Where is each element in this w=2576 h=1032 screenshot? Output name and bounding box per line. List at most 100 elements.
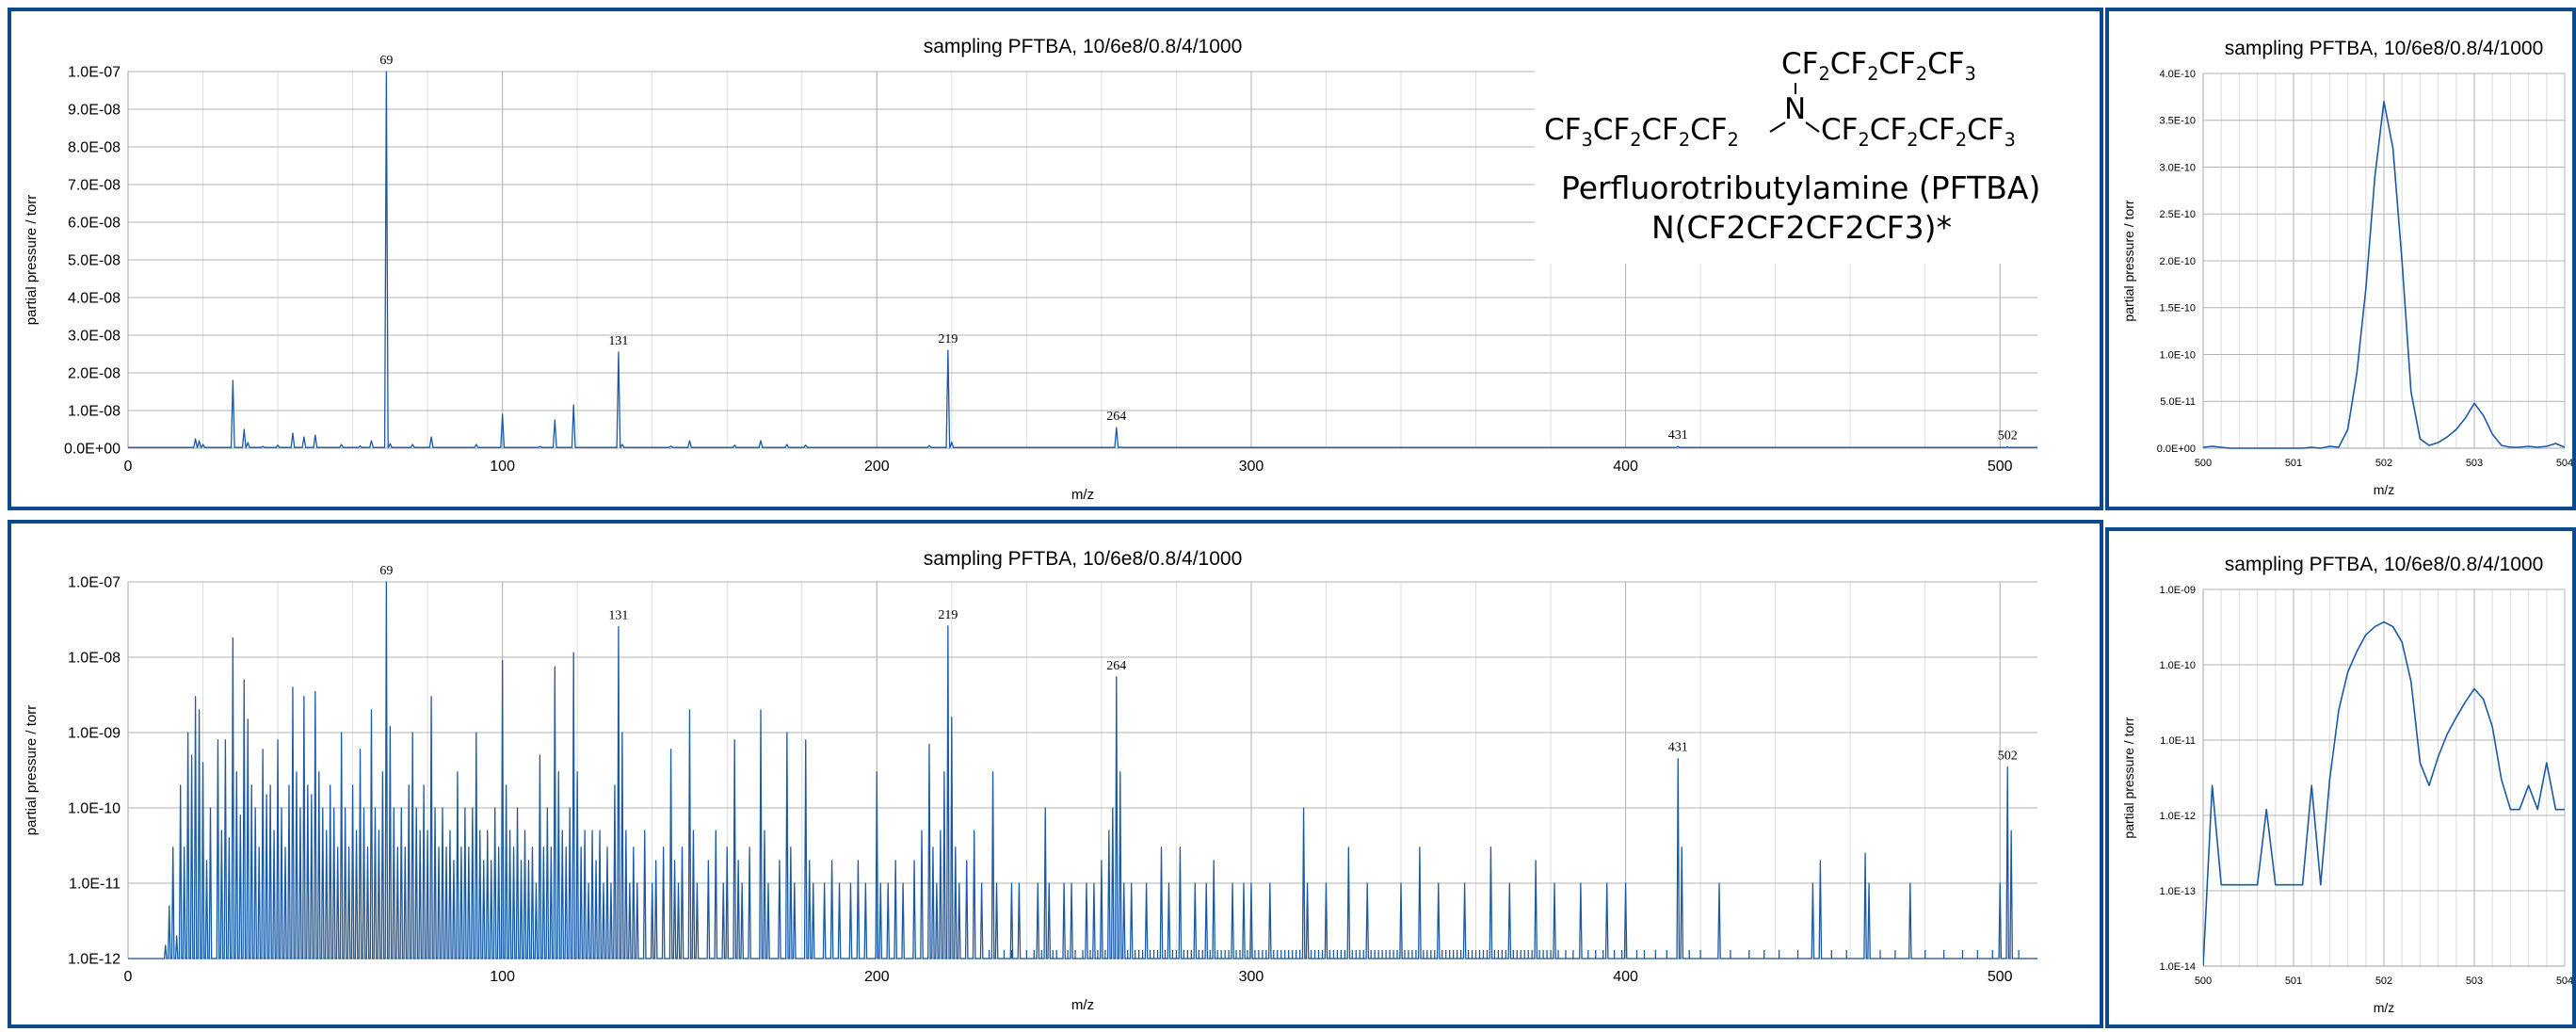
- y-tick-label: 4.0E-08: [68, 291, 121, 307]
- y-tick-label: 4.0E-10: [2159, 69, 2196, 80]
- y-tick-label: 1.0E-10: [2159, 349, 2196, 361]
- chart-panel-zoom-log: sampling PFTBA, 10/6e8/0.8/4/1000 500 501 5…: [2105, 527, 2576, 1028]
- chart-panel-full-log: sampling PFTBA, 10/6e8/0.8/4/1000 0 100 200…: [8, 520, 2103, 1028]
- x-tick-label: 502: [2375, 976, 2392, 987]
- chart-panel-zoom-linear: sampling PFTBA, 10/6e8/0.8/4/1000 500 501 5…: [2105, 8, 2576, 510]
- y-tick-label: 1.0E-07: [68, 575, 121, 591]
- chart-zoom-log: sampling PFTBA, 10/6e8/0.8/4/1000 500 501 5…: [2121, 554, 2572, 1015]
- chart-panel-full-linear: sampling PFTBA, 10/6e8/0.8/4/1000 0 100 200…: [8, 8, 2103, 510]
- y-tick-label: 1.0E-07: [68, 65, 121, 81]
- y-axis-label: partial pressure / torr: [2121, 717, 2136, 838]
- x-tick-label: 504: [2556, 458, 2572, 469]
- y-axis-label: partial pressure / torr: [2121, 200, 2136, 321]
- y-tick-label: 2.0E-08: [68, 366, 121, 382]
- peak-label: 502: [1998, 749, 2018, 763]
- x-tick-label: 500: [1988, 459, 2013, 475]
- peak-label: 131: [608, 608, 628, 622]
- x-tick-label: 100: [490, 969, 515, 985]
- y-tick-label: 2.0E-10: [2159, 256, 2196, 267]
- x-tick-label: 200: [864, 969, 890, 985]
- y-tick-label: 3.0E-10: [2159, 162, 2196, 173]
- x-tick-label: 400: [1613, 459, 1638, 475]
- x-tick-label: 503: [2466, 976, 2483, 987]
- series-line: [128, 71, 2037, 448]
- y-tick-label: 0.0E+00: [2157, 443, 2196, 455]
- chart-title: sampling PFTBA, 10/6e8/0.8/4/1000: [924, 36, 1243, 57]
- y-tick-label: 5.0E-08: [68, 253, 121, 269]
- x-tick-label: 0: [124, 459, 133, 475]
- x-tick-label: 100: [490, 459, 515, 475]
- series-line: [128, 581, 2037, 959]
- x-tick-label: 300: [1239, 459, 1264, 475]
- peak-label: 69: [379, 564, 393, 578]
- bond-right: [1805, 121, 1820, 133]
- y-tick-label: 1.0E-08: [68, 651, 121, 667]
- y-tick-label: 3.0E-08: [68, 329, 121, 345]
- structure-nitrogen: N: [1784, 92, 1807, 126]
- y-axis-label: partial pressure / torr: [24, 195, 40, 325]
- y-tick-label: 1.0E-10: [68, 801, 121, 817]
- structure-bonds: [1769, 83, 1820, 133]
- peak-label: 219: [938, 608, 958, 622]
- peak-label: 131: [608, 334, 628, 348]
- chart-zoom-linear: sampling PFTBA, 10/6e8/0.8/4/1000 500 501 5…: [2121, 38, 2572, 497]
- peak-label: 69: [379, 54, 393, 68]
- x-tick-label: 200: [864, 459, 890, 475]
- structure-right-chain: CF2CF2CF2CF3: [1821, 113, 2016, 152]
- compound-name: Perfluorotributylamine (PFTBA): [1561, 169, 2041, 206]
- y-tick-label: 1.5E-10: [2159, 303, 2196, 314]
- y-axis-label: partial pressure / torr: [24, 705, 40, 835]
- y-tick-label: 1.0E-09: [2159, 585, 2196, 596]
- pftba-structure: CF2CF2CF2CF3 N CF3CF2CF2CF2 CF2CF2CF2CF3…: [1535, 38, 2064, 264]
- noise-ticks: [988, 950, 2020, 959]
- peak-label: 264: [1106, 410, 1126, 424]
- y-tick-label: 1.0E-14: [2159, 961, 2196, 973]
- grid-y: [128, 581, 2037, 959]
- grid-x: [2202, 589, 2566, 966]
- x-axis-label: m/z: [2374, 1000, 2395, 1015]
- bond-left: [1769, 121, 1786, 133]
- series-line: [2203, 621, 2565, 967]
- y-tick-label: 5.0E-11: [2160, 396, 2196, 408]
- peak-label: 219: [938, 332, 958, 347]
- y-tick-label: 7.0E-08: [68, 178, 121, 194]
- structure-left-chain: CF3CF2CF2CF2: [1544, 113, 1739, 152]
- x-tick-label: 503: [2466, 458, 2483, 469]
- x-axis-label: m/z: [2374, 482, 2395, 497]
- x-tick-label: 501: [2285, 976, 2302, 987]
- y-tick-label: 6.0E-08: [68, 216, 121, 232]
- peak-label: 431: [1668, 741, 1688, 755]
- y-tick-label: 1.0E-09: [68, 726, 121, 742]
- x-tick-label: 400: [1613, 969, 1638, 985]
- peak-label: 502: [1998, 429, 2018, 443]
- compound-formula: N(CF2CF2CF2CF3)*: [1651, 209, 1953, 246]
- x-tick-label: 0: [124, 969, 133, 985]
- y-tick-label: 1.0E-12: [68, 952, 121, 968]
- x-tick-label: 504: [2556, 976, 2572, 987]
- y-tick-label: 1.0E-11: [69, 877, 121, 893]
- y-tick-label: 0.0E+00: [64, 442, 121, 458]
- x-axis-label: m/z: [1071, 997, 1094, 1013]
- chart-title: sampling PFTBA, 10/6e8/0.8/4/1000: [924, 548, 1243, 570]
- y-tick-label: 1.0E-13: [2159, 886, 2196, 897]
- peak-label: 431: [1668, 428, 1688, 443]
- y-tick-label: 3.5E-10: [2159, 116, 2196, 127]
- x-tick-label: 501: [2285, 458, 2302, 469]
- y-tick-label: 8.0E-08: [68, 140, 121, 156]
- peak-label: 264: [1106, 659, 1126, 673]
- y-tick-label: 1.0E-10: [2159, 660, 2196, 671]
- x-tick-label: 500: [2195, 458, 2212, 469]
- series-line: [2203, 101, 2565, 449]
- x-tick-label: 500: [1988, 969, 2013, 985]
- x-tick-label: 502: [2375, 458, 2392, 469]
- y-tick-label: 9.0E-08: [68, 103, 121, 119]
- x-tick-label: 500: [2195, 976, 2212, 987]
- y-tick-label: 1.0E-08: [68, 404, 121, 420]
- x-tick-label: 300: [1239, 969, 1264, 985]
- y-tick-label: 1.0E-11: [2160, 735, 2196, 747]
- y-tick-label: 1.0E-12: [2159, 811, 2196, 822]
- chart-title: sampling PFTBA, 10/6e8/0.8/4/1000: [2225, 554, 2544, 575]
- y-tick-label: 2.5E-10: [2159, 209, 2196, 220]
- chart-title: sampling PFTBA, 10/6e8/0.8/4/1000: [2225, 38, 2544, 59]
- x-axis-label: m/z: [1071, 487, 1094, 503]
